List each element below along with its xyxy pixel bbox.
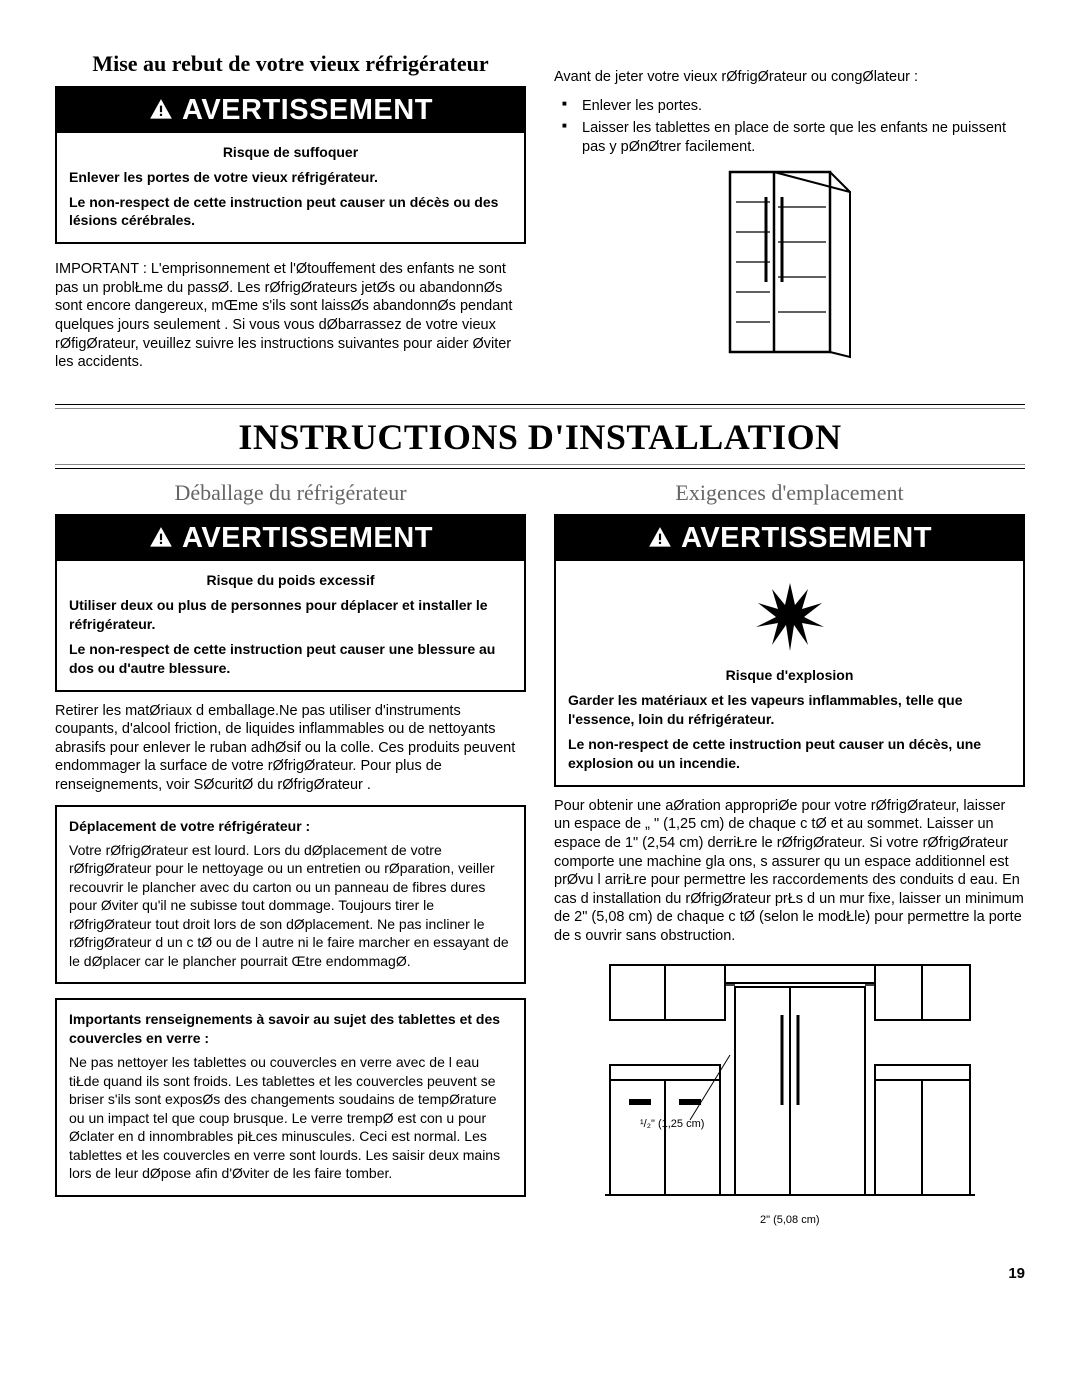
moving-box: Déplacement de votre réfrigérateur : Vot… bbox=[55, 805, 526, 985]
top-heading: Mise au rebut de votre vieux réfrigérate… bbox=[55, 50, 526, 78]
warn-body: Risque de suffoquer Enlever les portes d… bbox=[57, 133, 524, 243]
list-item: Enlever les portes. bbox=[582, 97, 1025, 116]
warn-box-explosion: AVERTISSEMENT Risque d'explosion Garder … bbox=[554, 514, 1025, 787]
clearance-diagram-icon: ¹/₂" (1,25 cm) 2" (5,08 cm) bbox=[600, 955, 980, 1235]
warn-banner: AVERTISSEMENT bbox=[57, 516, 524, 561]
lower-right-col: Exigences d'emplacement AVERTISSEMENT Ri… bbox=[554, 479, 1025, 1236]
dim-label: ¹/₂" (1,25 cm) bbox=[640, 1118, 704, 1130]
title-rules: INSTRUCTIONS D'INSTALLATION bbox=[55, 404, 1025, 469]
warn-box-suffocation: AVERTISSEMENT Risque de suffoquer Enleve… bbox=[55, 86, 526, 245]
warn-body: Risque du poids excessif Utiliser deux o… bbox=[57, 561, 524, 689]
unpack-heading: Déballage du réfrigérateur bbox=[55, 479, 526, 507]
warn-box-weight: AVERTISSEMENT Risque du poids excessif U… bbox=[55, 514, 526, 692]
warn-line: Risque du poids excessif bbox=[69, 571, 512, 590]
fridge-illustration-icon bbox=[710, 162, 870, 362]
warn-banner: AVERTISSEMENT bbox=[556, 516, 1023, 561]
warn-label: AVERTISSEMENT bbox=[681, 520, 932, 556]
important-text: IMPORTANT : L'emprisonnement et l'Øtouff… bbox=[55, 260, 526, 371]
list-item: Laisser les tablettes en place de sorte … bbox=[582, 119, 1025, 156]
box-lead: Déplacement de votre réfrigérateur : bbox=[69, 817, 512, 835]
top-right-col: Avant de jeter votre vieux rØfrigØrateur… bbox=[554, 50, 1025, 382]
warn-line: Le non-respect de cette instruction peut… bbox=[69, 640, 512, 678]
box-body: Votre rØfrigØrateur est lourd. Lors du d… bbox=[69, 841, 512, 970]
unpack-para: Retirer les matØriaux d emballage.Ne pas… bbox=[55, 702, 526, 795]
warning-triangle-icon bbox=[148, 97, 174, 123]
lower-section: Déballage du réfrigérateur AVERTISSEMENT… bbox=[55, 479, 1025, 1236]
page-number: 19 bbox=[55, 1265, 1025, 1284]
location-para: Pour obtenir une aØration appropriØe pou… bbox=[554, 797, 1025, 945]
warn-banner: AVERTISSEMENT bbox=[57, 88, 524, 133]
warn-line: Enlever les portes de votre vieux réfrig… bbox=[69, 168, 512, 187]
top-left-col: Mise au rebut de votre vieux réfrigérate… bbox=[55, 50, 526, 382]
warn-line: Utiliser deux ou plus de personnes pour … bbox=[69, 596, 512, 634]
lower-left-col: Déballage du réfrigérateur AVERTISSEMENT… bbox=[55, 479, 526, 1236]
box-lead: Importants renseignements à savoir au su… bbox=[69, 1010, 512, 1047]
warn-line: Risque d'explosion bbox=[568, 666, 1011, 685]
explosion-icon bbox=[750, 575, 830, 655]
warn-line: Le non-respect de cette instruction peut… bbox=[568, 735, 1011, 773]
warning-triangle-icon bbox=[148, 525, 174, 551]
disposal-bullets: Enlever les portes. Laisser les tablette… bbox=[554, 97, 1025, 157]
disposal-intro: Avant de jeter votre vieux rØfrigØrateur… bbox=[554, 68, 1025, 87]
warn-line: Garder les matériaux et les vapeurs infl… bbox=[568, 691, 1011, 729]
explosion-icon-wrap bbox=[556, 561, 1023, 666]
top-section: Mise au rebut de votre vieux réfrigérate… bbox=[55, 50, 1025, 382]
main-title: INSTRUCTIONS D'INSTALLATION bbox=[55, 415, 1025, 460]
glass-box: Importants renseignements à savoir au su… bbox=[55, 998, 526, 1196]
location-heading: Exigences d'emplacement bbox=[554, 479, 1025, 507]
warn-label: AVERTISSEMENT bbox=[182, 92, 433, 128]
warn-line: Risque de suffoquer bbox=[69, 143, 512, 162]
warning-triangle-icon bbox=[647, 525, 673, 551]
warn-label: AVERTISSEMENT bbox=[182, 520, 433, 556]
dim-label: 2" (5,08 cm) bbox=[760, 1214, 820, 1226]
warn-line: Le non-respect de cette instruction peut… bbox=[69, 193, 512, 231]
warn-body: Risque d'explosion Garder les matériaux … bbox=[556, 666, 1023, 784]
box-body: Ne pas nettoyer les tablettes ou couverc… bbox=[69, 1053, 512, 1182]
